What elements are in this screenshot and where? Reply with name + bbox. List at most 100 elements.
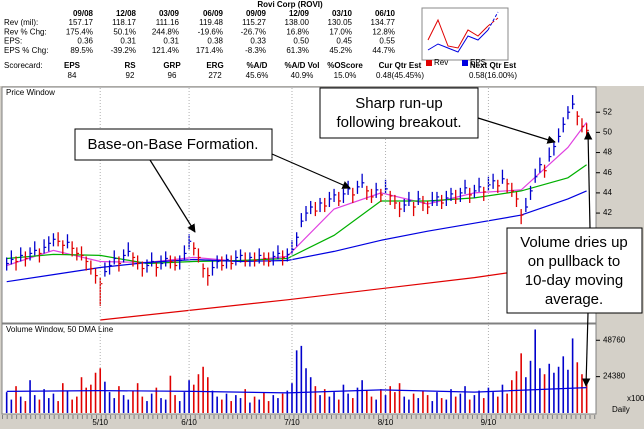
y-tick-label: 44 bbox=[603, 188, 612, 197]
column-header: 03/10 bbox=[332, 9, 353, 18]
callout-text: 10-day moving bbox=[525, 272, 623, 289]
cell: 0.38 bbox=[207, 37, 223, 46]
cell: 12.8% bbox=[372, 27, 395, 36]
cell: 111.16 bbox=[156, 18, 180, 27]
column-header: 06/09 bbox=[203, 9, 224, 18]
column-header: 03/09 bbox=[159, 9, 180, 18]
row-label: Rev % Chg: bbox=[4, 27, 47, 36]
moving-average bbox=[6, 190, 587, 283]
callout-box bbox=[74, 128, 273, 161]
column-header: 09/08 bbox=[73, 9, 94, 18]
mini-eps-estimate bbox=[487, 11, 499, 31]
callout-text: average. bbox=[545, 291, 603, 308]
column-header: 09/09 bbox=[246, 9, 267, 18]
callout-box bbox=[506, 227, 643, 314]
y-tick-label: 46 bbox=[603, 168, 612, 177]
scorecard-header: %A/D bbox=[247, 61, 268, 70]
callout-text: Base-on-Base Formation. bbox=[88, 136, 259, 153]
unit-label: x100 bbox=[627, 394, 644, 403]
scorecard-header: GRP bbox=[163, 61, 181, 70]
arrow bbox=[149, 159, 196, 233]
row-label: EPS % Chg: bbox=[4, 46, 48, 55]
cell: 134.77 bbox=[371, 18, 396, 27]
legend-label: EPS bbox=[470, 58, 486, 67]
header-panel bbox=[0, 0, 644, 86]
row-label: Rev (mil): bbox=[4, 18, 38, 27]
mini-rev-estimate bbox=[487, 17, 499, 27]
annotations: Base-on-Base Formation. Sharp run-up fol… bbox=[74, 87, 643, 387]
cell: 0.50 bbox=[293, 37, 309, 46]
scorecard-value: 40.9% bbox=[291, 71, 314, 80]
scorecard-value: 45.6% bbox=[246, 71, 269, 80]
callout-text: following breakout. bbox=[336, 114, 461, 131]
cell: 118.17 bbox=[112, 18, 136, 27]
moving-average bbox=[6, 387, 587, 394]
y-tick-label: 48760 bbox=[603, 335, 626, 344]
scorecard-header: RS bbox=[124, 61, 136, 70]
cell: 119.48 bbox=[199, 18, 223, 27]
y-tick-label: 50 bbox=[603, 127, 612, 136]
scorecard-header: ERG bbox=[206, 61, 223, 70]
arrow bbox=[477, 117, 556, 144]
cell: 45.2% bbox=[329, 46, 352, 55]
column-header: 12/08 bbox=[116, 9, 137, 18]
callout-text: Sharp run-up bbox=[355, 95, 443, 112]
window-title: Volume Window, 50 DMA Line bbox=[6, 325, 114, 334]
cell: -39.2% bbox=[111, 46, 136, 55]
scorecard-header: Cur Qtr Est bbox=[379, 61, 422, 70]
cell: 0.45 bbox=[336, 37, 352, 46]
x-tick-label: 5/10 bbox=[92, 418, 108, 427]
cell: 61.3% bbox=[286, 46, 309, 55]
cell: 89.5% bbox=[70, 46, 93, 55]
cell: 17.0% bbox=[329, 27, 352, 36]
cell: 171.4% bbox=[196, 46, 223, 55]
x-tick-label: 9/10 bbox=[481, 418, 497, 427]
cell: 0.33 bbox=[250, 37, 266, 46]
cell: 16.8% bbox=[286, 27, 309, 36]
cell: 0.31 bbox=[120, 37, 136, 46]
legend-swatch bbox=[462, 60, 468, 66]
callout-text: on pullback to bbox=[528, 253, 621, 270]
scorecard-value: 0.58(16.00%) bbox=[469, 71, 517, 80]
mini-rev-line bbox=[427, 18, 489, 49]
cell: 175.4% bbox=[66, 27, 93, 36]
x-tick-label: 6/10 bbox=[181, 418, 197, 427]
scorecard-value: 15.0% bbox=[334, 71, 357, 80]
cell: 244.8% bbox=[152, 27, 179, 36]
cell: 0.31 bbox=[163, 37, 179, 46]
cell: 157.17 bbox=[69, 18, 94, 27]
scorecard-value: 92 bbox=[126, 71, 135, 80]
cell: 138.00 bbox=[285, 18, 310, 27]
cell: 50.1% bbox=[113, 27, 136, 36]
window-title: Price Window bbox=[6, 88, 55, 97]
scorecard-value: 272 bbox=[208, 71, 222, 80]
mini-eps-line bbox=[427, 29, 489, 53]
cell: 121.4% bbox=[152, 46, 179, 55]
legend-swatch bbox=[426, 60, 432, 66]
scorecard-value: 96 bbox=[168, 71, 177, 80]
y-tick-label: 24380 bbox=[603, 372, 626, 381]
scorecard-header: Next Qtr Est bbox=[470, 61, 517, 70]
cell: 44.7% bbox=[372, 46, 395, 55]
y-tick-label: 52 bbox=[603, 107, 612, 116]
legend-label: Rev bbox=[434, 58, 448, 67]
scorecard-header: %A/D Vol bbox=[285, 61, 320, 70]
x-tick-label: 8/10 bbox=[378, 418, 394, 427]
arrow bbox=[582, 312, 591, 387]
x-tick-label: 7/10 bbox=[284, 418, 300, 427]
row-label: EPS: bbox=[4, 37, 22, 46]
mini-chart-box bbox=[421, 7, 509, 61]
cell: 130.05 bbox=[328, 18, 353, 27]
cell: -26.7% bbox=[241, 27, 266, 36]
scorecard-value: 0.48(45.45%) bbox=[376, 71, 424, 80]
scorecard-header: %OScore bbox=[327, 61, 363, 70]
y-tick-label: 42 bbox=[603, 208, 612, 217]
cell: 0.36 bbox=[77, 37, 93, 46]
cell: 0.55 bbox=[379, 37, 395, 46]
moving-average bbox=[6, 164, 587, 265]
arrow bbox=[583, 131, 593, 229]
period-label: Daily bbox=[612, 405, 630, 414]
cell: -8.3% bbox=[245, 46, 266, 55]
y-tick-label: 48 bbox=[603, 148, 612, 157]
